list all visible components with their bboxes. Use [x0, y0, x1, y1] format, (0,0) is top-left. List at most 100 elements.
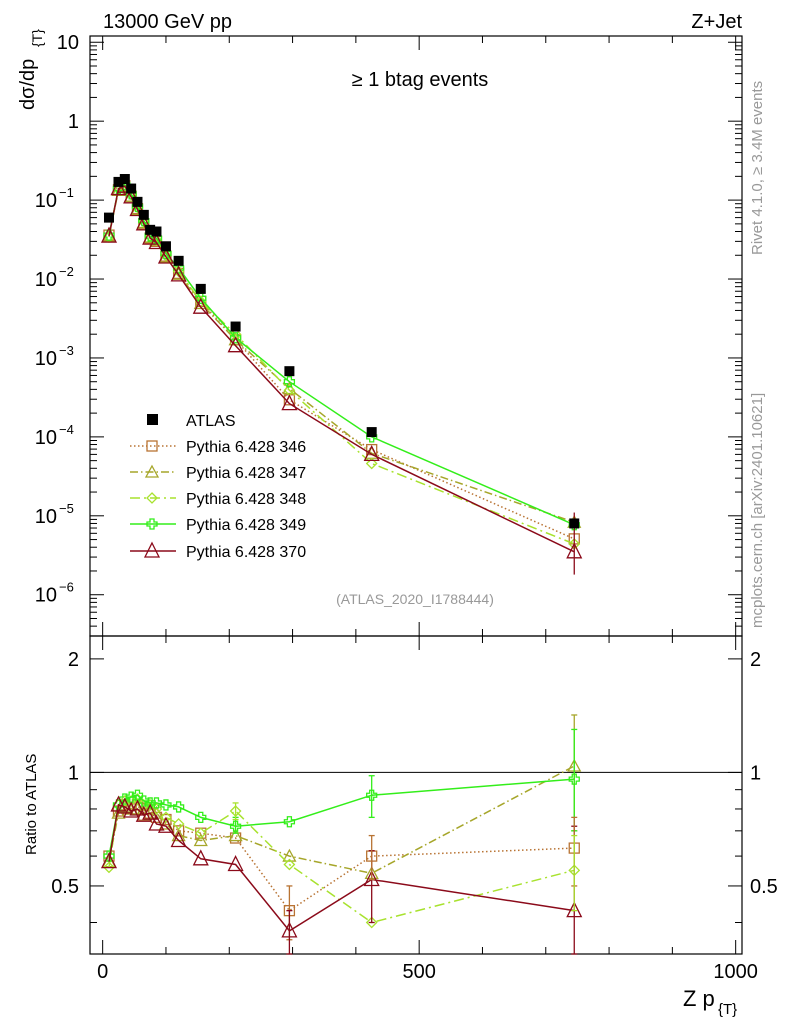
ratio-line-s347 — [108, 765, 575, 875]
x-tick-label: 500 — [402, 961, 435, 983]
atlas-point — [230, 321, 241, 332]
ratio-point-s348 — [283, 858, 296, 871]
series-s347 — [101, 178, 582, 879]
side-text-version: Rivet 4.1.0, ≥ 3.4M events — [749, 81, 766, 255]
y-label-main-sub: {T} — [29, 29, 45, 47]
legend-item-s370: Pythia 6.428 370 — [130, 541, 306, 561]
ratio-point-s349 — [125, 791, 137, 803]
ratio-point-s349 — [138, 795, 150, 807]
header-process: Z+Jet — [691, 11, 742, 33]
main-point-s370 — [227, 336, 244, 353]
series-s348 — [103, 179, 581, 929]
main-line-s348 — [108, 184, 575, 545]
legend-marker-s349 — [146, 518, 158, 530]
legend-label-atlas: ATLAS — [186, 413, 236, 430]
ratio-point-s370 — [192, 849, 209, 866]
ratio-point-s348 — [365, 916, 378, 929]
ratio-y-tick-label-right: 2 — [750, 649, 761, 671]
atlas-point — [132, 196, 143, 207]
x-tick-label: 0 — [97, 961, 108, 983]
ratio-point-s349 — [229, 820, 242, 832]
legend-item-s347: Pythia 6.428 347 — [130, 464, 306, 482]
legend-label-s347: Pythia 6.428 347 — [186, 465, 306, 482]
ratio-point-s349 — [283, 816, 296, 828]
ratio-point-s370 — [100, 852, 118, 869]
x-label-sub: {T} — [718, 1001, 737, 1018]
ratio-plot-frame — [89, 635, 743, 955]
main-y-tick-exponent: −4 — [59, 422, 74, 437]
legend-marker-s370 — [143, 541, 161, 558]
legend-label-s370: Pythia 6.428 370 — [186, 544, 306, 561]
legend-marker-s346 — [146, 440, 158, 452]
legend-marker-atlas — [147, 414, 158, 425]
x-axis-label: Z p {T} — [683, 986, 737, 1018]
main-y-tick-label: 10 — [35, 427, 57, 449]
atlas-point — [103, 212, 114, 223]
main-y-tick-label: 10 — [35, 269, 57, 291]
atlas-point — [195, 283, 206, 294]
atlas-point — [138, 209, 149, 220]
main-point-s370 — [129, 200, 146, 217]
legend-item-s346: Pythia 6.428 346 — [130, 439, 306, 456]
main-y-tick-label: 10 — [35, 348, 57, 370]
ratio-point-s349 — [160, 799, 172, 811]
main-point-s370 — [281, 394, 298, 411]
main-y-tick-label: 10 — [57, 32, 79, 54]
ratio-y-tick-label: 2 — [68, 649, 79, 671]
ratio-point-s349 — [131, 789, 144, 801]
atlas-point — [145, 224, 156, 235]
analysis-id: (ATLAS_2020_I1788444) — [336, 591, 494, 607]
main-point-s349 — [283, 376, 296, 388]
ratio-point-s349 — [112, 799, 125, 811]
main-point-s370 — [170, 265, 187, 282]
atlas-point — [126, 183, 137, 194]
main-point-s370 — [192, 297, 209, 314]
legend-label-s346: Pythia 6.428 346 — [186, 439, 306, 456]
main-line-s346 — [108, 184, 575, 540]
main-point-s370 — [123, 187, 140, 204]
main-point-s370 — [110, 179, 127, 196]
ratio-point-s349 — [195, 811, 207, 824]
main-y-tick-exponent: −1 — [59, 185, 74, 200]
header-energy: 13000 GeV pp — [103, 11, 232, 33]
legend-label-s348: Pythia 6.428 348 — [186, 491, 306, 508]
main-line-s347 — [108, 185, 575, 523]
data-layer — [100, 174, 583, 955]
ratio-point-s370 — [148, 814, 165, 831]
ratio-point-s370 — [157, 816, 175, 833]
main-point-s370 — [142, 228, 159, 245]
main-y-tick-label: 10 — [35, 190, 57, 212]
ratio-line-s348 — [108, 798, 575, 924]
ratio-point-s348 — [172, 818, 185, 830]
legend-marker-s347 — [144, 464, 160, 478]
main-y-tick-label: 10 — [35, 506, 57, 528]
ratio-point-s349 — [150, 797, 163, 809]
ratio-y-tick-label-right: 0.5 — [750, 876, 778, 898]
main-point-s370 — [148, 233, 165, 250]
atlas-point — [366, 427, 377, 438]
ratio-point-s370 — [129, 799, 146, 816]
ratio-point-s348 — [160, 811, 172, 824]
ratio-point-s370 — [170, 831, 187, 848]
ratio-point-s370 — [116, 797, 133, 814]
ratio-line-s346 — [108, 803, 575, 912]
main-point-s370 — [135, 214, 152, 231]
ratio-point-s370 — [135, 805, 152, 822]
main-point-s348 — [160, 249, 172, 262]
ratio-line-s370 — [108, 803, 575, 932]
main-line-s349 — [108, 183, 575, 526]
main-point-s370 — [363, 444, 380, 462]
ratio-point-s348 — [150, 803, 163, 815]
x-label-text: Z p — [683, 986, 715, 1011]
side-text-source: mcplots.cern.ch [arXiv:2401.10621] — [749, 393, 766, 628]
ratio-point-s347 — [193, 833, 208, 847]
atlas-point — [284, 366, 295, 377]
main-y-tick-label: 10 — [35, 585, 57, 607]
main-point-s349 — [172, 262, 185, 274]
main-point-s370 — [157, 247, 175, 264]
ratio-point-s348 — [103, 861, 115, 874]
main-y-tick-exponent: −2 — [59, 264, 74, 279]
ratio-point-s348 — [194, 827, 207, 840]
